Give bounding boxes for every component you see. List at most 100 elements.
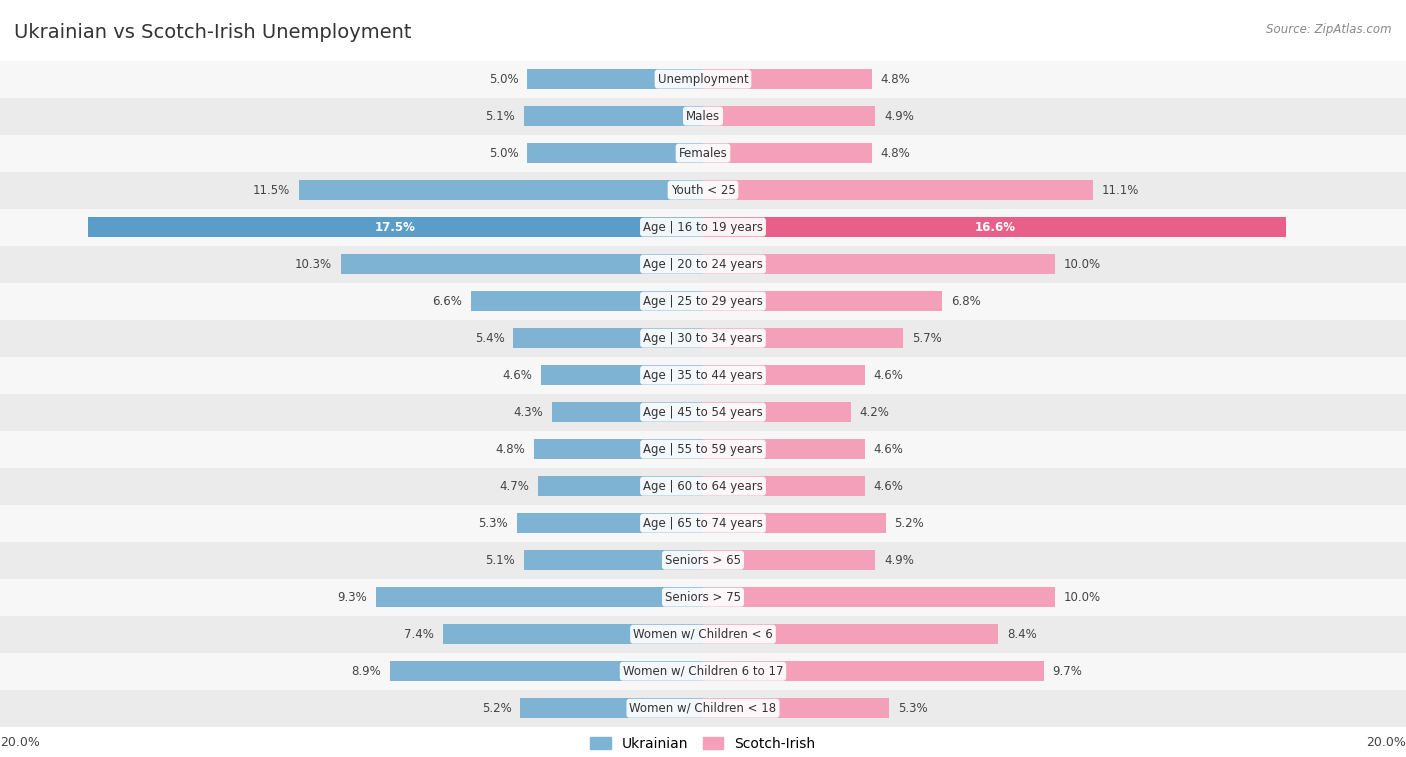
Text: 5.4%: 5.4%	[475, 332, 505, 344]
Text: Age | 65 to 74 years: Age | 65 to 74 years	[643, 517, 763, 530]
Text: 4.7%: 4.7%	[499, 480, 529, 493]
Bar	[0, 505, 1406, 542]
Bar	[0, 245, 1406, 282]
Text: Age | 55 to 59 years: Age | 55 to 59 years	[643, 443, 763, 456]
Text: 16.6%: 16.6%	[974, 220, 1015, 234]
Text: 4.6%: 4.6%	[503, 369, 533, 382]
Bar	[551, 402, 703, 422]
Text: Age | 30 to 34 years: Age | 30 to 34 years	[643, 332, 763, 344]
Bar	[703, 143, 872, 164]
Bar	[703, 365, 865, 385]
Bar	[541, 365, 703, 385]
Bar	[534, 439, 703, 459]
Bar	[375, 587, 703, 607]
Bar	[703, 698, 889, 718]
Bar	[0, 653, 1406, 690]
Text: Youth < 25: Youth < 25	[671, 184, 735, 197]
Bar	[703, 217, 1286, 237]
Text: 5.3%: 5.3%	[478, 517, 508, 530]
Bar	[0, 690, 1406, 727]
Bar	[703, 402, 851, 422]
Text: 5.1%: 5.1%	[485, 110, 515, 123]
Text: 17.5%: 17.5%	[375, 220, 416, 234]
Bar	[0, 394, 1406, 431]
Text: 20.0%: 20.0%	[1367, 736, 1406, 749]
Bar	[0, 468, 1406, 505]
Text: 4.9%: 4.9%	[884, 553, 914, 567]
Bar	[703, 587, 1054, 607]
Text: Age | 25 to 29 years: Age | 25 to 29 years	[643, 294, 763, 307]
Text: 5.7%: 5.7%	[912, 332, 942, 344]
Bar	[0, 135, 1406, 172]
Text: Ukrainian vs Scotch-Irish Unemployment: Ukrainian vs Scotch-Irish Unemployment	[14, 23, 412, 42]
Text: Women w/ Children < 6: Women w/ Children < 6	[633, 628, 773, 640]
Bar	[0, 578, 1406, 615]
Text: 5.0%: 5.0%	[489, 73, 519, 86]
Text: 4.6%: 4.6%	[873, 480, 903, 493]
Text: 4.2%: 4.2%	[859, 406, 889, 419]
Bar	[520, 698, 703, 718]
Text: 6.6%: 6.6%	[433, 294, 463, 307]
Bar	[703, 513, 886, 534]
Bar	[703, 291, 942, 311]
Bar	[471, 291, 703, 311]
Bar	[703, 624, 998, 644]
Text: Age | 45 to 54 years: Age | 45 to 54 years	[643, 406, 763, 419]
Bar	[443, 624, 703, 644]
Text: 6.8%: 6.8%	[950, 294, 980, 307]
Bar	[87, 217, 703, 237]
Bar	[703, 661, 1043, 681]
Bar	[703, 550, 875, 570]
Text: Males: Males	[686, 110, 720, 123]
Bar	[703, 106, 875, 126]
Text: 5.2%: 5.2%	[894, 517, 924, 530]
Text: Seniors > 65: Seniors > 65	[665, 553, 741, 567]
Text: 7.4%: 7.4%	[405, 628, 434, 640]
Bar	[299, 180, 703, 201]
Text: Source: ZipAtlas.com: Source: ZipAtlas.com	[1267, 23, 1392, 36]
Text: Seniors > 75: Seniors > 75	[665, 590, 741, 603]
Bar	[703, 180, 1094, 201]
Text: Age | 60 to 64 years: Age | 60 to 64 years	[643, 480, 763, 493]
Text: 4.6%: 4.6%	[873, 369, 903, 382]
Bar	[527, 69, 703, 89]
Bar	[527, 143, 703, 164]
Text: Females: Females	[679, 147, 727, 160]
Text: 10.3%: 10.3%	[295, 257, 332, 270]
Text: 9.3%: 9.3%	[337, 590, 367, 603]
Text: Age | 16 to 19 years: Age | 16 to 19 years	[643, 220, 763, 234]
Text: 11.5%: 11.5%	[253, 184, 290, 197]
Bar	[537, 476, 703, 497]
Bar	[703, 476, 865, 497]
Text: 4.3%: 4.3%	[513, 406, 543, 419]
Text: 5.0%: 5.0%	[489, 147, 519, 160]
Text: Unemployment: Unemployment	[658, 73, 748, 86]
Bar	[0, 431, 1406, 468]
Text: 4.9%: 4.9%	[884, 110, 914, 123]
Bar	[0, 172, 1406, 209]
Text: 4.8%: 4.8%	[496, 443, 526, 456]
Bar	[0, 98, 1406, 135]
Text: 20.0%: 20.0%	[0, 736, 39, 749]
Bar	[513, 328, 703, 348]
Text: Age | 35 to 44 years: Age | 35 to 44 years	[643, 369, 763, 382]
Bar	[391, 661, 703, 681]
Bar	[703, 254, 1054, 274]
Bar	[703, 328, 904, 348]
Bar	[0, 61, 1406, 98]
Bar	[524, 550, 703, 570]
Text: 11.1%: 11.1%	[1102, 184, 1139, 197]
Bar	[0, 542, 1406, 578]
Bar	[0, 282, 1406, 319]
Text: 4.8%: 4.8%	[880, 147, 910, 160]
Legend: Ukrainian, Scotch-Irish: Ukrainian, Scotch-Irish	[585, 731, 821, 756]
Text: Women w/ Children < 18: Women w/ Children < 18	[630, 702, 776, 715]
Bar	[0, 319, 1406, 357]
Bar	[0, 357, 1406, 394]
Bar	[703, 439, 865, 459]
Text: 5.1%: 5.1%	[485, 553, 515, 567]
Text: 10.0%: 10.0%	[1063, 257, 1101, 270]
Text: 10.0%: 10.0%	[1063, 590, 1101, 603]
Text: 4.8%: 4.8%	[880, 73, 910, 86]
Text: 5.2%: 5.2%	[482, 702, 512, 715]
